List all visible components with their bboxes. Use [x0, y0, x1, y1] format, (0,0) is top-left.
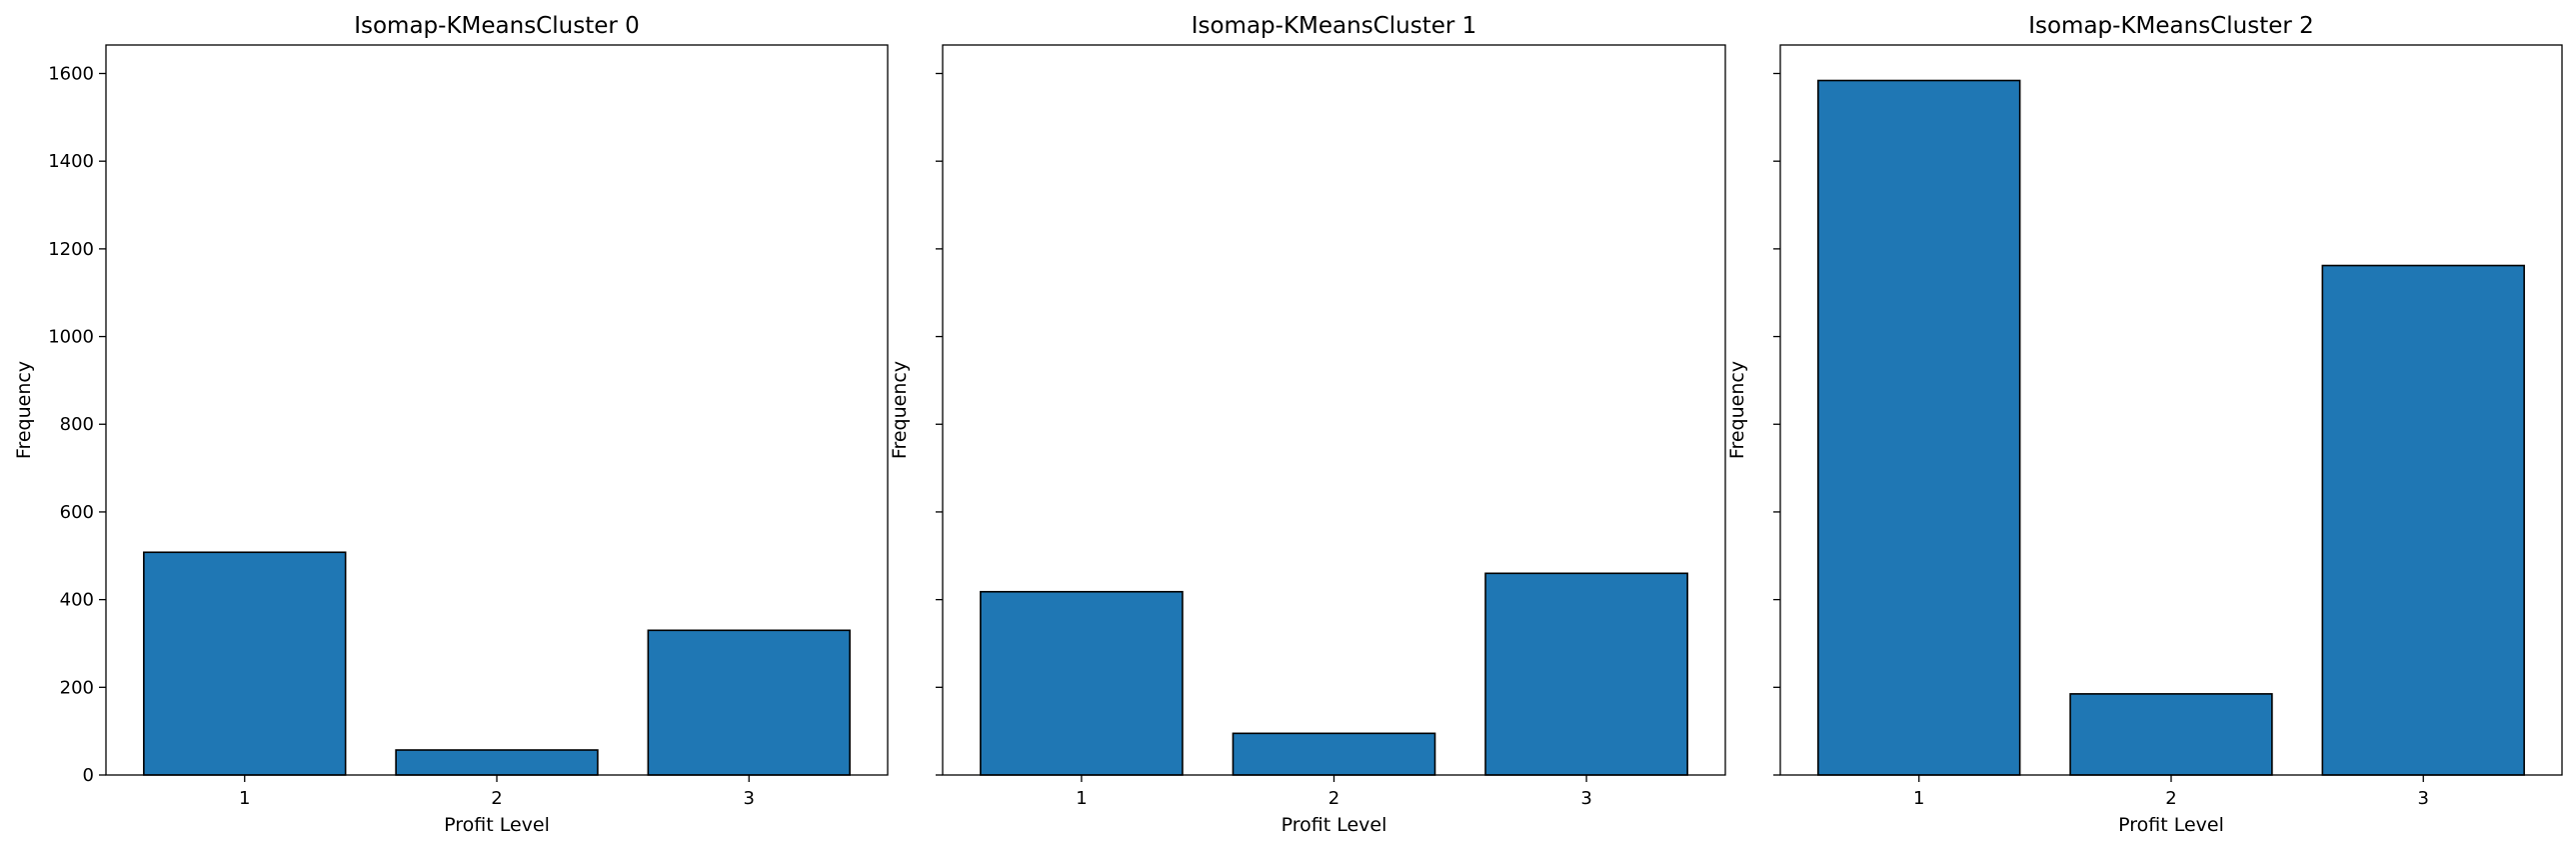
- xtick-label-1-2: 2: [1328, 788, 1339, 809]
- xtick-label-0-3: 3: [744, 788, 755, 809]
- bar-1-1: [980, 590, 1184, 776]
- bar-0-3: [647, 629, 851, 776]
- bar-1-2: [1232, 732, 1436, 776]
- xtick-label-0-2: 2: [491, 788, 502, 809]
- xtick-label-2-1: 1: [1913, 788, 1924, 809]
- ytick-label-1600: 1600: [48, 63, 94, 84]
- y-axis-label-2: Frequency: [1726, 361, 1748, 459]
- ytick-label-200: 200: [60, 677, 94, 698]
- panel-title-0: Isomap-KMeansCluster 0: [354, 13, 640, 39]
- ytick-label-800: 800: [60, 414, 94, 435]
- bar-2-2: [2069, 693, 2273, 776]
- xtick-label-1-1: 1: [1076, 788, 1087, 809]
- y-axis-label-0: Frequency: [13, 361, 35, 459]
- x-axis-label-0: Profit Level: [444, 814, 550, 836]
- ytick-label-1000: 1000: [48, 327, 94, 348]
- bar-0-2: [395, 749, 599, 776]
- ytick-label-400: 400: [60, 590, 94, 611]
- bar-2-3: [2321, 264, 2525, 776]
- xtick-label-0-1: 1: [239, 788, 250, 809]
- panel-title-1: Isomap-KMeansCluster 1: [1192, 13, 1477, 39]
- xtick-label-2-3: 3: [2418, 788, 2429, 809]
- ytick-label-1200: 1200: [48, 239, 94, 260]
- bar-1-3: [1484, 572, 1688, 776]
- ytick-label-600: 600: [60, 502, 94, 523]
- panel-title-2: Isomap-KMeansCluster 2: [2028, 13, 2314, 39]
- bar-2-1: [1817, 79, 2021, 776]
- chart-panel-1: 1 2 3 Isomap-KMeansCluster 1 Profit Level Fre…: [889, 13, 1726, 836]
- xtick-label-1-3: 3: [1580, 788, 1591, 809]
- y-axis-label-1: Frequency: [889, 361, 911, 459]
- x-axis-label-1: Profit Level: [1282, 814, 1387, 836]
- x-axis-label-2: Profit Level: [2118, 814, 2224, 836]
- bar-0-1: [143, 551, 347, 776]
- chart-panel-2: 1 2 3 Isomap-KMeansCluster 2 Profit Level Fre…: [1726, 13, 2563, 836]
- chart-panel-0: 0 200 400 600 800 1000 1200 1400 1600 1 2 3 Isomap-K…: [13, 13, 889, 836]
- ytick-label-0: 0: [83, 765, 94, 786]
- ytick-label-1400: 1400: [48, 151, 94, 172]
- xtick-label-2-2: 2: [2165, 788, 2176, 809]
